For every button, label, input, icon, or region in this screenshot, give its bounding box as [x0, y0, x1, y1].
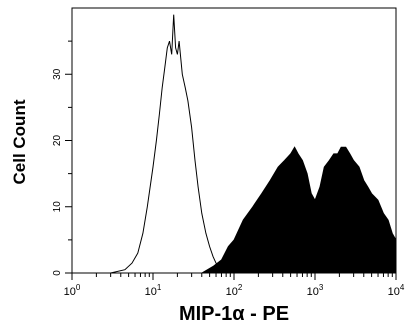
- filled-histogram-series: [200, 146, 397, 274]
- x-tick-label: 100: [64, 283, 81, 298]
- y-tick-label: 30: [52, 68, 63, 80]
- y-axis-ticks: 0 10 20 30: [52, 40, 72, 276]
- x-tick-label: 103: [307, 283, 324, 298]
- x-axis-ticks: 100 101 102 103 104: [64, 273, 405, 298]
- y-tick-label: 0: [52, 270, 63, 276]
- plot-marks: [72, 14, 397, 274]
- x-tick-label: 104: [388, 283, 405, 298]
- x-axis-title: MIP-1α - PE: [179, 303, 289, 325]
- y-tick-label: 10: [52, 201, 63, 213]
- x-tick-label: 102: [226, 283, 243, 298]
- y-tick-label: 20: [52, 135, 63, 147]
- outline-histogram-series: [72, 14, 235, 274]
- y-axis-title: Cell Count: [10, 99, 29, 184]
- x-tick-label: 101: [145, 283, 162, 298]
